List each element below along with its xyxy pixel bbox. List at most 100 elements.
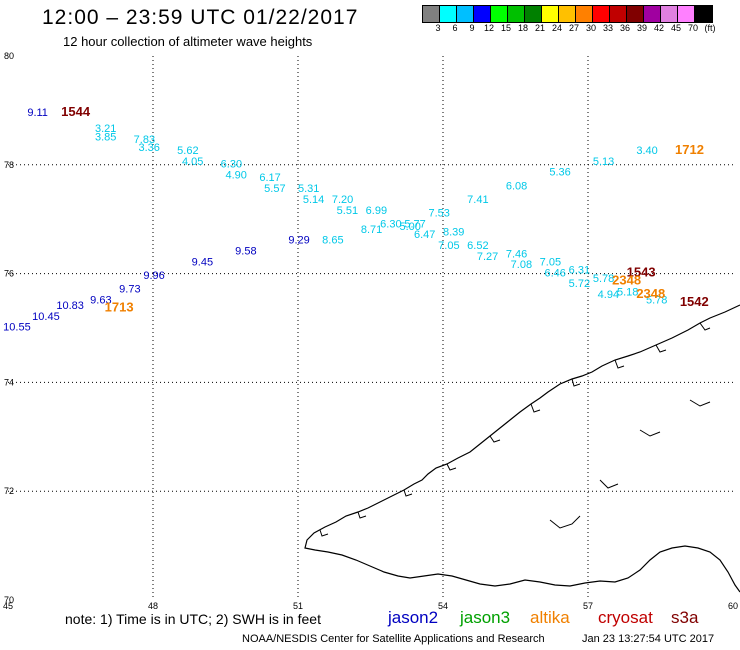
wave-height-value: 4.90 — [226, 169, 247, 181]
wave-height-value: 7.05 — [540, 256, 561, 268]
wave-height-value: 9.73 — [119, 284, 140, 296]
wave-height-value: 3.85 — [95, 131, 116, 143]
latitude-tick-label: 80 — [4, 51, 14, 61]
color-scale-label: 9 — [469, 23, 475, 33]
wave-height-value: 7.53 — [429, 207, 450, 219]
wave-height-value: 5.78 — [646, 295, 667, 307]
legend-cryosat: cryosat — [598, 608, 653, 627]
coastline-inner-fjords — [319, 322, 711, 537]
color-swatch — [627, 6, 644, 22]
longitude-tick-label: 45 — [3, 601, 13, 611]
wave-height-value: 4.94 — [598, 289, 619, 301]
wave-height-value: 10.45 — [32, 311, 60, 323]
wave-height-value: 9.45 — [192, 256, 213, 268]
footnote: note: 1) Time is in UTC; 2) SWH is in fe… — [65, 611, 321, 627]
latitude-tick-label: 76 — [4, 269, 14, 279]
wave-height-value: 8.71 — [361, 224, 382, 236]
color-swatch — [644, 6, 661, 22]
legend-altika: altika — [530, 608, 570, 627]
pass-time-label: 2348 — [636, 286, 665, 301]
wave-height-value: 7.20 — [332, 194, 353, 206]
longitude-tick-label: 57 — [583, 601, 593, 611]
wave-height-value: 5.31 — [298, 183, 319, 195]
wave-height-value: 10.55 — [3, 322, 31, 334]
wave-height-value: 6.30 — [380, 218, 401, 230]
map-title: 12:00 – 23:59 UTC 01/22/2017 — [42, 6, 359, 29]
lat-lon-grid — [8, 56, 733, 600]
color-scale-label: 27 — [568, 23, 580, 33]
wave-height-value: 5.51 — [337, 205, 358, 217]
color-swatch — [559, 6, 576, 22]
wave-height-value: 10.83 — [56, 300, 84, 312]
color-scale-label: 45 — [670, 23, 682, 33]
longitude-tick-label: 54 — [438, 601, 448, 611]
color-swatch — [576, 6, 593, 22]
color-swatch — [593, 6, 610, 22]
pass-time-label: 1544 — [61, 104, 91, 119]
color-scale-label: 42 — [653, 23, 665, 33]
wave-height-value: 3.21 — [95, 123, 116, 135]
longitude-tick-label: 60 — [728, 601, 738, 611]
wave-height-value: 6.30 — [221, 159, 242, 171]
wave-height-value: 6.99 — [366, 205, 387, 217]
wave-height-value: 6.08 — [506, 180, 527, 192]
legend-jason2: jason2 — [388, 608, 439, 627]
pass-time-label: 1713 — [105, 300, 134, 315]
wave-height-value: 7.46 — [506, 248, 527, 260]
color-scale-label: 33 — [602, 23, 614, 33]
wave-height-value: 6.52 — [467, 240, 488, 252]
wave-height-value: 5.72 — [569, 278, 590, 290]
wave-height-value: 6.31 — [569, 265, 590, 277]
color-swatch — [508, 6, 525, 22]
color-swatch — [474, 6, 491, 22]
color-scale-label: 39 — [636, 23, 648, 33]
legend-s3a: s3a — [671, 608, 699, 627]
wave-height-value: 3.40 — [636, 145, 657, 157]
longitude-tick-label: 48 — [148, 601, 158, 611]
latitude-tick-label: 78 — [4, 160, 14, 170]
color-swatch — [661, 6, 678, 22]
latitude-tick-label: 74 — [4, 377, 14, 387]
generation-timestamp: Jan 23 13:27:54 UTC 2017 — [582, 633, 715, 645]
color-scale-label: 6 — [452, 23, 458, 33]
legend-jason3: jason3 — [460, 608, 511, 627]
color-swatch — [695, 6, 712, 22]
observation-labels: 9.113.213.85 7.833.36 5.624.05 6.304.90 6.17… — [0, 107, 667, 345]
color-swatch — [457, 6, 474, 22]
latitude-tick-label: 70 — [4, 595, 14, 605]
wave-height-value: 9.58 — [235, 246, 256, 258]
pass-time-label: 1542 — [680, 294, 709, 309]
wave-height-value: 4.05 — [182, 156, 203, 168]
wave-height-value: 5.13 — [593, 156, 614, 168]
wave-height-value: 9.63 — [90, 295, 111, 307]
wave-height-value: 5.57 — [264, 183, 285, 195]
wave-height-value: 7.27 — [477, 251, 498, 263]
wave-height-value: 5.77 — [404, 218, 425, 230]
color-scale-label: 12 — [483, 23, 495, 33]
color-swatch — [678, 6, 695, 22]
pass-time-label: 1543 — [627, 264, 656, 279]
color-swatch — [423, 6, 440, 22]
wave-height-value: 5.18 — [617, 286, 638, 298]
wave-height-value: 7.83 — [134, 134, 155, 146]
wave-height-value: 6.17 — [259, 172, 280, 184]
color-swatch — [542, 6, 559, 22]
wave-height-value: 5.14 — [303, 194, 324, 206]
color-scale-bar — [422, 5, 713, 23]
greenland-coastline — [304, 304, 740, 593]
pass-time-label: 2348 — [612, 272, 641, 287]
wave-height-value: 8.65 — [322, 235, 343, 247]
color-scale-label: 3 — [435, 23, 441, 33]
wave-height-value: 5.36 — [549, 167, 570, 179]
wave-height-value: 9.96 — [143, 270, 164, 282]
latitude-tick-label: 72 — [4, 486, 14, 496]
pass-time-label: 1712 — [675, 142, 704, 157]
wave-height-value: 3.36 — [139, 142, 160, 154]
color-scale-label: 36 — [619, 23, 631, 33]
wave-height-value: 5.62 — [177, 145, 198, 157]
wave-height-value: 6.46 — [545, 267, 566, 279]
axis-tick-labels: 45 48 51 54 57 60 80 78 76 74 72 70 — [3, 51, 738, 611]
color-scale-label: 30 — [585, 23, 597, 33]
